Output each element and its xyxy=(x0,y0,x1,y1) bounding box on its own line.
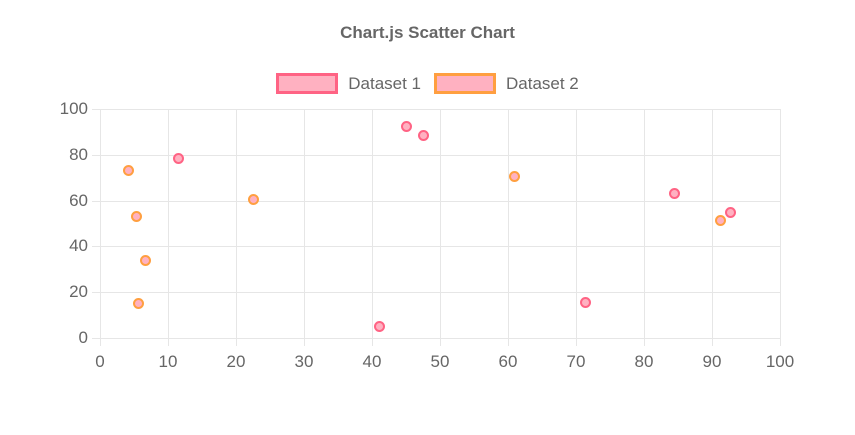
y-gridline xyxy=(100,338,780,339)
x-tick-label: 30 xyxy=(294,352,314,371)
chart-title: Chart.js Scatter Chart xyxy=(340,23,515,42)
scatter-point-dataset-1[interactable] xyxy=(724,207,736,219)
x-tick-label: 70 xyxy=(566,352,586,371)
y-gridline xyxy=(100,109,780,110)
legend-item-dataset-1[interactable]: Dataset 1 xyxy=(276,73,421,94)
x-tick-label: 50 xyxy=(430,352,450,371)
x-tick-label: 10 xyxy=(158,352,178,371)
scatter-point-dataset-2[interactable] xyxy=(130,210,142,222)
scatter-point-dataset-2[interactable] xyxy=(714,215,726,227)
scatter-point-dataset-2[interactable] xyxy=(508,170,520,182)
x-gridline xyxy=(100,109,101,338)
y-tick-label: 20 xyxy=(69,282,88,302)
x-tick-mark xyxy=(780,338,781,346)
y-tick-mark xyxy=(92,246,100,248)
scatter-point-dataset-2[interactable] xyxy=(140,254,152,266)
legend-label-dataset-1: Dataset 1 xyxy=(348,73,421,93)
y-tick-label: 80 xyxy=(69,144,88,164)
y-tick-label: 100 xyxy=(59,99,88,118)
x-tick-mark xyxy=(168,338,169,346)
y-tick-label: 60 xyxy=(69,190,88,210)
scatter-point-dataset-1[interactable] xyxy=(417,129,429,141)
y-tick-label: 0 xyxy=(78,328,88,347)
chart-legend: Dataset 1 Dataset 2 xyxy=(0,73,855,94)
y-tick-mark xyxy=(92,154,100,156)
x-tick-label: 90 xyxy=(702,352,722,371)
x-tick-mark xyxy=(440,338,441,346)
y-tick-mark xyxy=(92,109,100,110)
x-tick-mark xyxy=(100,338,101,346)
scatter-point-dataset-2[interactable] xyxy=(123,164,135,176)
y-gridline xyxy=(100,246,780,248)
x-gridline xyxy=(780,109,781,338)
legend-swatch-dataset-2 xyxy=(434,73,496,94)
scatter-point-dataset-1[interactable] xyxy=(373,321,385,333)
x-tick-label: 40 xyxy=(362,352,382,371)
x-gridline xyxy=(576,109,577,338)
scatter-point-dataset-1[interactable] xyxy=(173,153,185,165)
x-tick-mark xyxy=(712,338,713,346)
x-tick-label: 100 xyxy=(765,352,795,371)
x-tick-label: 80 xyxy=(634,352,654,371)
x-gridline xyxy=(372,109,373,338)
scatter-point-dataset-2[interactable] xyxy=(248,193,260,205)
legend-swatch-dataset-1 xyxy=(276,73,339,94)
x-tick-mark xyxy=(304,338,305,346)
x-tick-label: 0 xyxy=(95,352,105,371)
x-gridline xyxy=(644,109,645,338)
x-gridline xyxy=(712,109,713,338)
y-tick-mark xyxy=(92,200,100,202)
y-tick-mark xyxy=(92,338,100,339)
y-gridline xyxy=(100,154,780,156)
legend-item-dataset-2[interactable]: Dataset 2 xyxy=(434,73,579,94)
y-tick-label: 40 xyxy=(69,236,88,256)
x-gridline xyxy=(168,109,169,338)
x-tick-mark xyxy=(508,338,509,346)
y-gridline xyxy=(100,200,780,202)
x-tick-mark xyxy=(236,338,237,346)
x-tick-label: 60 xyxy=(498,352,518,371)
x-gridline xyxy=(304,109,305,338)
scatter-point-dataset-2[interactable] xyxy=(132,297,144,309)
x-tick-mark xyxy=(644,338,645,346)
scatter-point-dataset-1[interactable] xyxy=(580,297,592,308)
legend-label-dataset-2: Dataset 2 xyxy=(506,73,579,93)
x-tick-mark xyxy=(576,338,577,346)
y-tick-mark xyxy=(92,292,100,294)
x-gridline xyxy=(236,109,237,338)
x-gridline xyxy=(440,109,441,338)
y-gridline xyxy=(100,292,780,294)
scatter-point-dataset-1[interactable] xyxy=(400,121,412,133)
x-gridline xyxy=(508,109,509,338)
x-tick-label: 20 xyxy=(226,352,246,371)
x-tick-mark xyxy=(372,338,373,346)
plot-area: 0 10 20 30 40 50 60 70 80 90 100 0 20 40 60 80 100 xyxy=(60,99,795,371)
scatter-point-dataset-1[interactable] xyxy=(669,188,681,199)
